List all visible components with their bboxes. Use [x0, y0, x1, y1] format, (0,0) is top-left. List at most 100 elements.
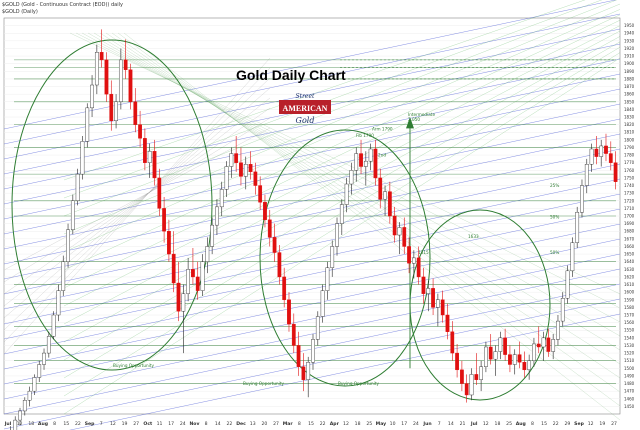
- candle-body: [61, 261, 66, 291]
- candle-body: [575, 211, 580, 243]
- green-fan-line: [63, 14, 621, 271]
- x-tick-label: 24: [180, 421, 186, 427]
- candle-body: [464, 383, 469, 396]
- y-tick-label: 1700: [624, 214, 635, 219]
- green-fan-line: [63, 3, 621, 235]
- y-tick-label: 1910: [624, 54, 635, 59]
- candle-body: [147, 151, 152, 163]
- green-fan-line: [99, 32, 621, 365]
- y-tick-label: 1530: [624, 343, 635, 348]
- x-tick-label: 17: [168, 421, 174, 427]
- candle-body: [248, 164, 253, 173]
- x-tick-label: 22: [553, 421, 559, 427]
- x-tick-label: 25: [506, 421, 512, 427]
- candle-body: [224, 166, 229, 190]
- candle-body: [167, 231, 171, 255]
- x-tick-label: 18: [355, 421, 361, 427]
- chart-annotation: 2,050: [408, 117, 420, 122]
- x-tick-label: 29: [564, 421, 570, 427]
- blue-channel-line: [3, 268, 621, 400]
- x-tick-label: 17: [401, 421, 407, 427]
- candle-body: [522, 362, 527, 371]
- y-tick-label: 1680: [624, 229, 635, 234]
- grey-fan-line: [3, 87, 271, 319]
- candle-body: [363, 160, 368, 167]
- x-tick-label: Aug: [38, 421, 48, 427]
- y-tick-label: 1740: [624, 183, 635, 188]
- chart-annotation: Buying Opportunity: [338, 381, 379, 386]
- chart-annotation: 50%: [550, 214, 559, 219]
- candle-body: [560, 298, 565, 322]
- x-tick-label: 14: [215, 421, 221, 427]
- candle-body: [498, 337, 503, 352]
- blue-channel-line: [3, 223, 621, 355]
- candle-body: [258, 185, 263, 203]
- chart-annotation: 1633: [468, 234, 479, 239]
- symbol-line: $GOLD (Gold - Continuous Contract (EOD))…: [2, 2, 123, 8]
- x-tick-label: Sep: [574, 421, 584, 427]
- x-tick-label: Sep: [85, 421, 95, 427]
- x-tick-label: 27: [133, 421, 139, 427]
- candle-body: [234, 153, 239, 163]
- x-tick-label: 8: [298, 421, 301, 427]
- candle-body: [536, 343, 541, 348]
- y-tick-label: 1900: [624, 61, 635, 66]
- x-tick-label: 12: [17, 421, 23, 427]
- y-tick-label: 1850: [624, 99, 635, 104]
- y-tick-label: 1920: [624, 46, 635, 51]
- y-tick-label: 1890: [624, 69, 635, 74]
- candle-body: [282, 276, 287, 300]
- y-tick-label: 1650: [624, 252, 635, 257]
- x-tick-label: 11: [157, 421, 163, 427]
- y-tick-label: 1760: [624, 168, 635, 173]
- y-tick-label: 1480: [624, 381, 635, 386]
- candle-body: [191, 269, 195, 278]
- candle-body: [570, 242, 575, 272]
- y-tick-label: 1630: [624, 267, 635, 272]
- candle-body: [306, 362, 311, 380]
- candle-body: [397, 227, 402, 236]
- candle-body: [411, 257, 416, 264]
- y-tick-label: 1560: [624, 320, 635, 325]
- y-tick-label: 1520: [624, 351, 635, 356]
- y-tick-label: 1690: [624, 221, 635, 226]
- candle-body: [90, 84, 94, 109]
- y-tick-label: 1510: [624, 358, 635, 363]
- candle-body: [339, 204, 344, 224]
- candle-body: [152, 151, 157, 179]
- x-tick-label: 7: [438, 421, 441, 427]
- candle-body: [517, 354, 522, 363]
- green-fan-line: [63, 0, 603, 199]
- x-tick-label: Aug: [516, 421, 526, 427]
- x-tick-label: 15: [541, 421, 547, 427]
- candle-body: [229, 153, 234, 167]
- grey-fan-line: [3, 127, 271, 271]
- x-tick-label: Oct: [143, 421, 153, 427]
- x-tick-label: 20: [261, 421, 267, 427]
- candle-body: [426, 288, 431, 294]
- y-tick-label: 1670: [624, 236, 635, 241]
- y-tick-label: 1660: [624, 244, 635, 249]
- blue-channel-line: [3, 118, 621, 250]
- y-tick-label: 1470: [624, 389, 635, 394]
- candle-body: [556, 320, 560, 340]
- candle-body: [162, 208, 166, 232]
- green-fan-line: [87, 32, 621, 337]
- candle-body: [27, 390, 32, 401]
- candle-body: [253, 171, 258, 186]
- candle-body: [75, 173, 80, 201]
- y-tick-label: 1720: [624, 198, 635, 203]
- green-fan-line: [111, 32, 621, 393]
- candle-body: [532, 343, 536, 361]
- y-tick-label: 1500: [624, 366, 635, 371]
- candle-body: [474, 374, 479, 380]
- x-tick-label: 10: [390, 421, 396, 427]
- chart-title: Gold Daily Chart: [236, 67, 346, 83]
- logo-bottom-text: Gold: [296, 116, 315, 125]
- candle-body: [488, 346, 493, 360]
- blue-channel-line: [3, 133, 621, 265]
- candle-body: [176, 282, 181, 312]
- green-fan-line: [63, 0, 586, 181]
- y-tick-label: 1780: [624, 153, 635, 158]
